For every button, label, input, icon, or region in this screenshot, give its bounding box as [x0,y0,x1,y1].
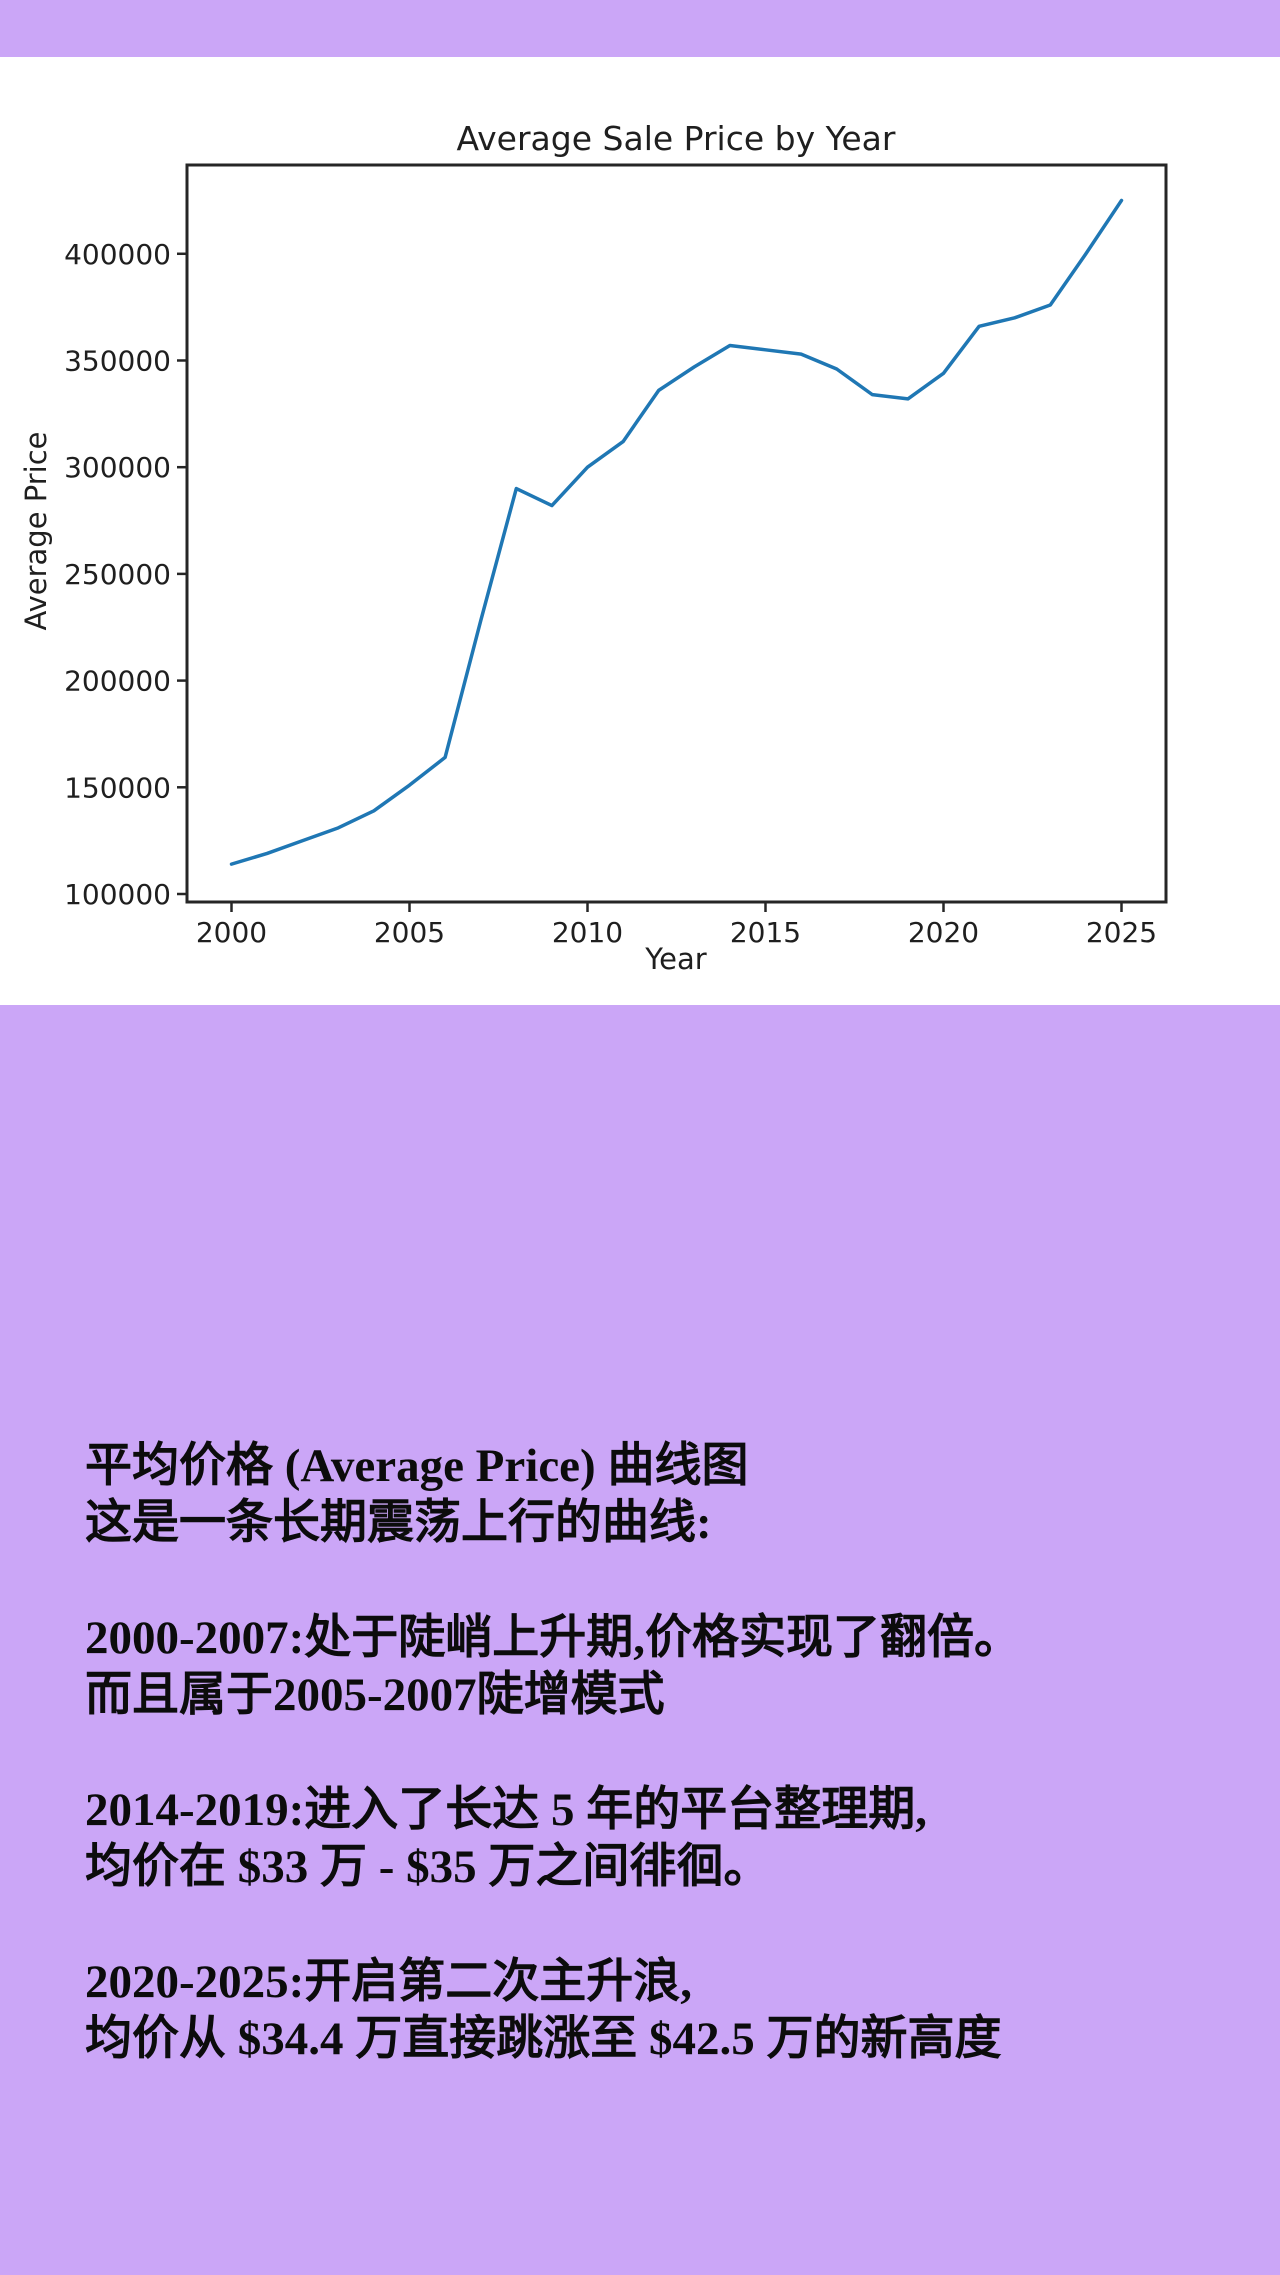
price-line-chart: Average Sale Price by Year 2000 2005 2010 2… [19,119,1168,976]
y-tick-label: 150000 [64,771,171,804]
plot-frame [185,163,1168,904]
commentary-line: 2000-2007:处于陡峭上升期,价格实现了翻倍。 [85,1612,1022,1664]
commentary-line: 而且属于2005-2007陡增模式 [85,1669,665,1721]
commentary-paragraph: 2000-2007:处于陡峭上升期,价格实现了翻倍。 而且属于2005-2007… [85,1610,1225,1724]
x-tick-label: 2020 [908,916,979,949]
commentary-paragraph: 2020-2025:开启第二次主升浪, 均价从 $34.4 万直接跳涨至 $42… [85,1954,1225,2068]
x-tick-label: 2000 [196,916,267,949]
x-tick-label: 2010 [552,916,623,949]
commentary-line: 均价从 $34.4 万直接跳涨至 $42.5 万的新高度 [85,2013,1002,2065]
y-tick-label: 100000 [64,878,171,911]
y-tick-label: 200000 [64,665,171,698]
commentary-line: 这是一条长期震荡上行的曲线: [85,1497,712,1549]
price-series-line [229,198,1124,866]
y-tick-label: 400000 [64,238,171,271]
x-axis-label: Year [644,942,706,976]
chart-title: Average Sale Price by Year [457,119,896,158]
y-tick-label: 250000 [64,558,171,591]
commentary-block: 平均价格 (Average Price) 曲线图 这是一条长期震荡上行的曲线: … [85,1438,1225,2126]
commentary-line: 2014-2019:进入了长达 5 年的平台整理期, [85,1784,928,1836]
x-tick-label: 2015 [730,916,801,949]
commentary-line: 平均价格 (Average Price) 曲线图 [85,1440,749,1492]
y-tick-label: 300000 [64,451,171,484]
commentary-line: 均价在 $33 万 - $35 万之间徘徊。 [85,1841,771,1893]
commentary-line: 2020-2025:开启第二次主升浪, [85,1956,693,2008]
x-tick-label: 2025 [1086,916,1157,949]
x-tick-label: 2005 [374,916,445,949]
chart-panel: Average Sale Price by Year 2000 2005 2010 2… [0,57,1280,1005]
y-tick-label: 350000 [64,344,171,377]
plot-area: 2000 2005 2010 2015 2020 2025 100000 150000 2000… [64,163,1168,949]
commentary-paragraph: 平均价格 (Average Price) 曲线图 这是一条长期震荡上行的曲线: [85,1438,1225,1552]
commentary-paragraph: 2014-2019:进入了长达 5 年的平台整理期, 均价在 $33 万 - $… [85,1782,1225,1896]
y-axis-label: Average Price [19,431,53,630]
